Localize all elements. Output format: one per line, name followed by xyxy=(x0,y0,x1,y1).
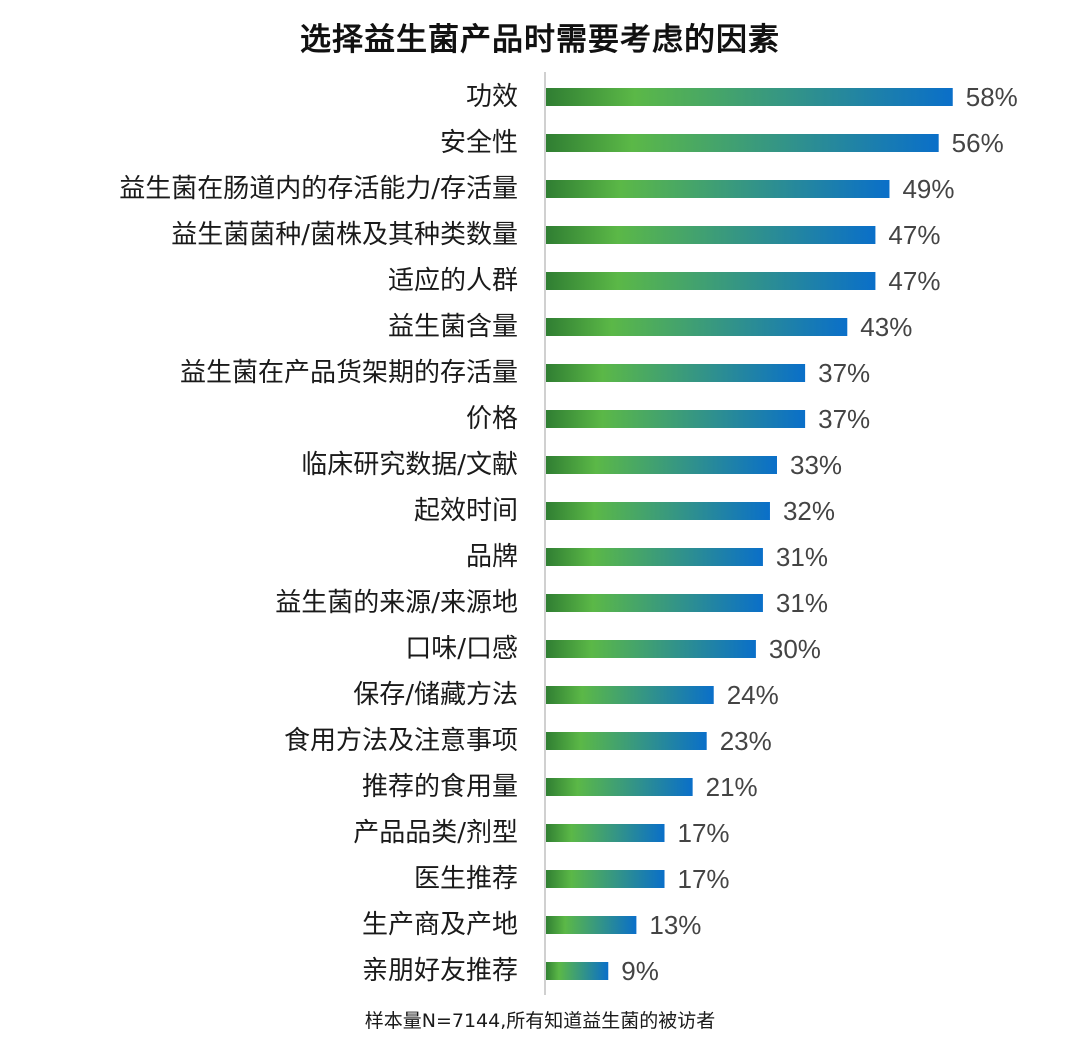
category-label: 品牌 xyxy=(466,542,518,572)
bar xyxy=(545,456,777,474)
value-label: 33% xyxy=(790,450,842,480)
chart-title: 选择益生菌产品时需要考虑的因素 xyxy=(300,22,780,58)
value-label: 31% xyxy=(776,542,828,572)
category-label: 起效时间 xyxy=(414,496,518,526)
value-label: 56% xyxy=(952,128,1004,158)
bar xyxy=(545,134,939,152)
value-label: 47% xyxy=(888,266,940,296)
bar xyxy=(545,318,848,336)
bar xyxy=(545,180,890,198)
bar xyxy=(545,870,665,888)
bar xyxy=(545,364,806,382)
category-label: 功效 xyxy=(466,82,518,112)
category-label: 口味/口感 xyxy=(405,634,518,664)
category-label: 生产商及产地 xyxy=(362,910,518,940)
value-label: 13% xyxy=(649,910,701,940)
bars-layer: 功效 58% 安全性 56% 益生菌在肠道内的存活能力/存活量 49% 益生菌菌种/菌株及其… xyxy=(119,82,1018,986)
bar xyxy=(545,916,637,934)
value-label: 43% xyxy=(860,312,912,342)
bar xyxy=(545,732,707,750)
category-label: 食用方法及注意事项 xyxy=(284,726,518,756)
value-label: 17% xyxy=(678,864,730,894)
bar xyxy=(545,640,756,658)
value-label: 21% xyxy=(706,772,758,802)
value-label: 31% xyxy=(776,588,828,618)
category-label: 益生菌的来源/来源地 xyxy=(275,588,518,618)
category-label: 益生菌在肠道内的存活能力/存活量 xyxy=(119,174,518,204)
bar xyxy=(545,410,806,428)
category-label: 保存/储藏方法 xyxy=(353,680,518,710)
bar xyxy=(545,226,876,244)
category-label: 安全性 xyxy=(440,128,518,158)
category-label: 益生菌含量 xyxy=(388,312,518,342)
value-label: 17% xyxy=(678,818,730,848)
value-label: 47% xyxy=(888,220,940,250)
value-label: 9% xyxy=(621,956,659,986)
value-label: 30% xyxy=(769,634,821,664)
bar xyxy=(545,686,714,704)
value-label: 23% xyxy=(720,726,772,756)
category-label: 医生推荐 xyxy=(414,864,518,894)
value-label: 24% xyxy=(727,680,779,710)
bar xyxy=(545,824,665,842)
value-label: 37% xyxy=(818,358,870,388)
bar xyxy=(545,962,609,980)
category-label: 推荐的食用量 xyxy=(362,772,518,802)
bar xyxy=(545,502,770,520)
bar xyxy=(545,594,763,612)
category-label: 益生菌菌种/菌株及其种类数量 xyxy=(171,220,518,250)
value-label: 49% xyxy=(902,174,954,204)
bar xyxy=(545,272,876,290)
category-label: 价格 xyxy=(466,404,518,434)
value-label: 58% xyxy=(966,82,1018,112)
category-label: 亲朋好友推荐 xyxy=(362,956,518,986)
bar xyxy=(545,778,693,796)
category-label: 产品品类/剂型 xyxy=(353,818,518,848)
value-label: 37% xyxy=(818,404,870,434)
category-label: 适应的人群 xyxy=(388,266,518,296)
category-label: 临床研究数据/文献 xyxy=(301,450,518,480)
chart-note: 样本量N=7144,所有知道益生菌的被访者 xyxy=(364,1010,716,1032)
category-label: 益生菌在产品货架期的存活量 xyxy=(180,358,518,388)
value-label: 32% xyxy=(783,496,835,526)
bar xyxy=(545,548,763,566)
bar xyxy=(545,88,953,106)
